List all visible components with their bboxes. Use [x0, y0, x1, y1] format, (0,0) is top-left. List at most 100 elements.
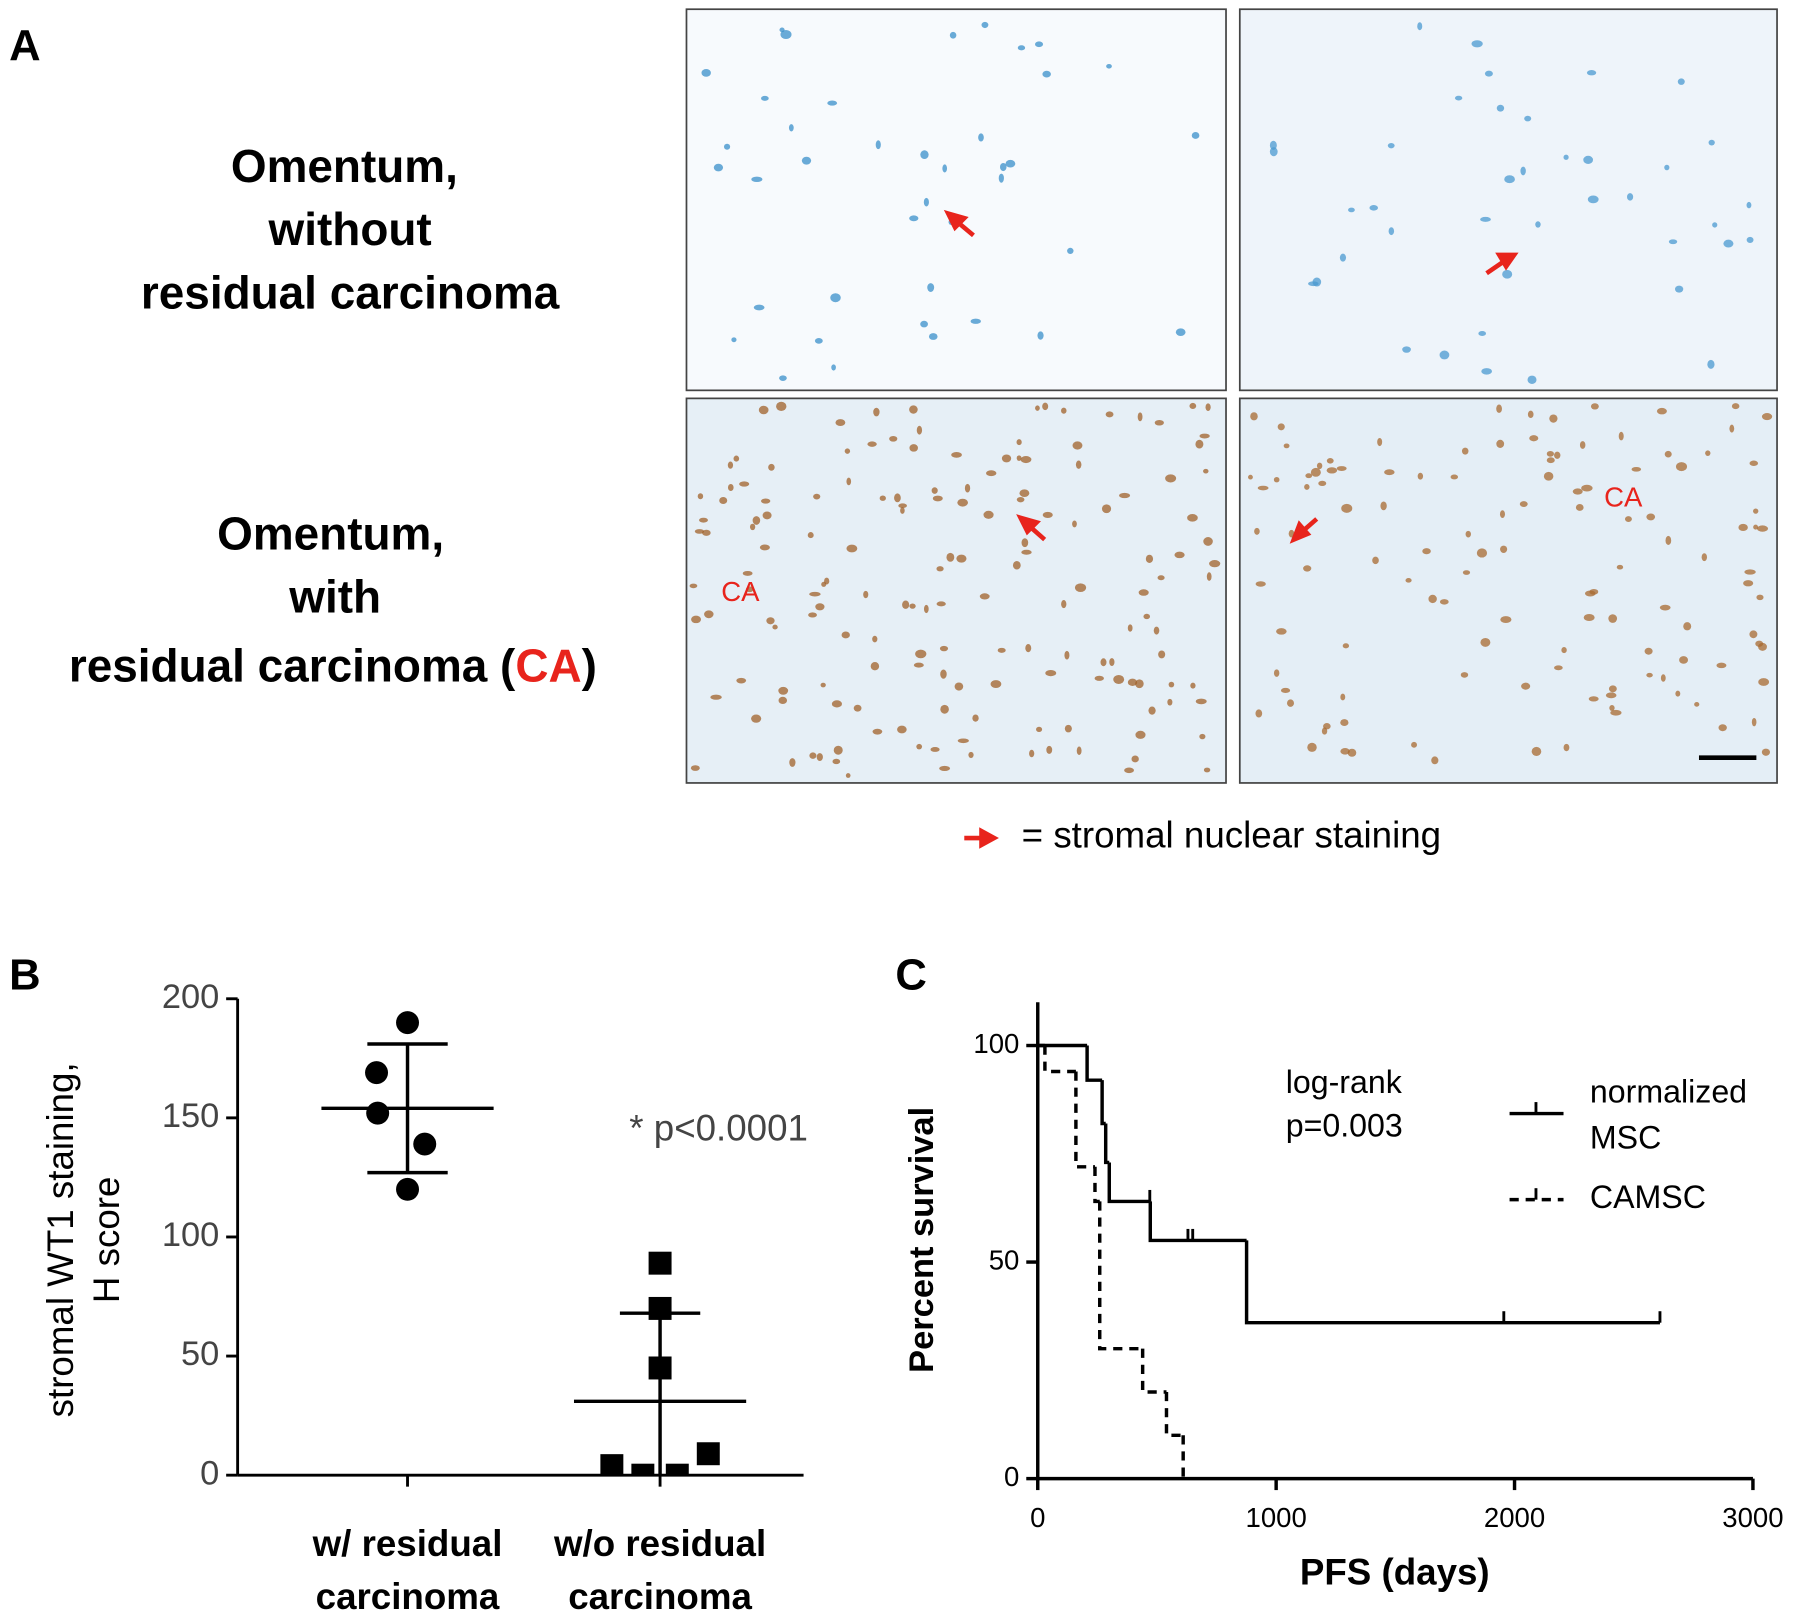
nucleus: [1203, 767, 1211, 773]
nucleus: [1462, 570, 1471, 575]
nucleus: [920, 150, 929, 160]
x-tick-label: 0: [1030, 1502, 1045, 1533]
nucleus: [1145, 554, 1154, 563]
nucleus: [821, 581, 827, 587]
nucleus: [1019, 489, 1030, 497]
nucleus: [766, 617, 775, 625]
nucleus: [954, 682, 964, 691]
nucleus: [936, 601, 946, 607]
nucleus: [1250, 412, 1258, 421]
nucleus: [1127, 678, 1138, 686]
label-part: residual carcinoma (: [69, 639, 516, 691]
nucleus: [909, 444, 918, 452]
nucleus: [1195, 439, 1204, 449]
nucleus: [780, 29, 792, 40]
nucleus: [1529, 435, 1539, 442]
nucleus: [875, 140, 881, 150]
nucleus: [916, 743, 923, 750]
nucleus: [1339, 253, 1347, 262]
nucleus: [1012, 560, 1021, 570]
nucleus: [1618, 431, 1624, 441]
arrow-head: [1016, 514, 1041, 536]
micrograph: [1238, 8, 1778, 392]
survival-step: [1093, 1166, 1100, 1204]
nucleus: [1610, 709, 1622, 716]
nucleus: [1168, 681, 1175, 688]
nucleus: [1255, 709, 1263, 718]
nucleus: [1723, 239, 1734, 248]
annotation-line: p=0.003: [1286, 1108, 1403, 1144]
nucleus: [1042, 70, 1051, 78]
nucleus: [1101, 504, 1112, 514]
nucleus: [1665, 535, 1672, 546]
nucleus: [1167, 698, 1173, 706]
nucleus: [1707, 359, 1715, 369]
nucleus: [1572, 488, 1583, 495]
nucleus: [1064, 650, 1070, 660]
nucleus: [979, 593, 990, 600]
panel-letter: C: [895, 952, 927, 1000]
nucleus: [909, 603, 916, 609]
nucleus: [1646, 513, 1656, 521]
survival-step: [1244, 1240, 1660, 1325]
nucleus: [827, 100, 838, 106]
plot-area: [321, 1011, 747, 1476]
survival-step: [1074, 1071, 1095, 1169]
nucleus: [1677, 78, 1685, 85]
row-label: with: [288, 571, 381, 623]
nucleus: [1675, 690, 1681, 697]
nucleus: [801, 156, 812, 165]
nucleus: [1461, 447, 1469, 455]
y-label-line: H score: [86, 1177, 127, 1304]
nucleus: [1439, 350, 1450, 360]
nucleus: [942, 164, 948, 173]
nucleus: [968, 751, 974, 759]
nucleus: [1321, 727, 1328, 735]
nucleus: [778, 686, 789, 695]
legend-label: normalized: [1590, 1074, 1747, 1110]
nucleus: [863, 590, 869, 599]
nucleus: [1148, 706, 1156, 715]
nucleus: [1668, 239, 1678, 245]
nucleus: [1656, 407, 1667, 415]
nucleus: [1153, 626, 1160, 635]
nucleus: [1757, 525, 1769, 532]
nucleus: [1072, 441, 1083, 450]
nucleus: [1340, 748, 1350, 755]
nucleus: [1761, 748, 1770, 756]
nucleus: [809, 752, 817, 759]
point: [600, 1454, 624, 1476]
nucleus: [1521, 682, 1531, 690]
nucleus: [1583, 155, 1594, 164]
nucleus: [1020, 456, 1032, 464]
nucleus: [762, 511, 772, 520]
nucleus: [931, 487, 938, 494]
nucleus: [923, 604, 929, 614]
point: [396, 1177, 420, 1201]
nucleus: [1527, 375, 1537, 384]
nucleus: [1017, 45, 1026, 51]
nucleus: [1037, 331, 1044, 340]
nucleus: [1254, 527, 1260, 535]
nucleus: [1554, 451, 1561, 459]
nucleus: [1174, 551, 1185, 559]
annotation: log-rank p=0.003: [1286, 1064, 1403, 1144]
nucleus: [1157, 575, 1165, 581]
nucleus: [1067, 247, 1074, 255]
nucleus: [1124, 767, 1134, 774]
nucleus: [789, 758, 796, 767]
annotation-line: log-rank: [1286, 1064, 1403, 1100]
y-tick-label: 200: [162, 978, 219, 1016]
nucleus: [832, 758, 841, 765]
nucleus: [1588, 696, 1599, 702]
nucleus: [1519, 501, 1528, 507]
nucleus: [1310, 467, 1321, 477]
nucleus: [1072, 520, 1077, 528]
nucleus: [1664, 164, 1670, 171]
nucleus: [1154, 419, 1164, 426]
row-label: without: [268, 203, 432, 255]
nucleus: [833, 745, 843, 755]
nucleus: [957, 498, 968, 507]
nucleus: [894, 493, 901, 503]
nucleus: [1583, 613, 1595, 622]
